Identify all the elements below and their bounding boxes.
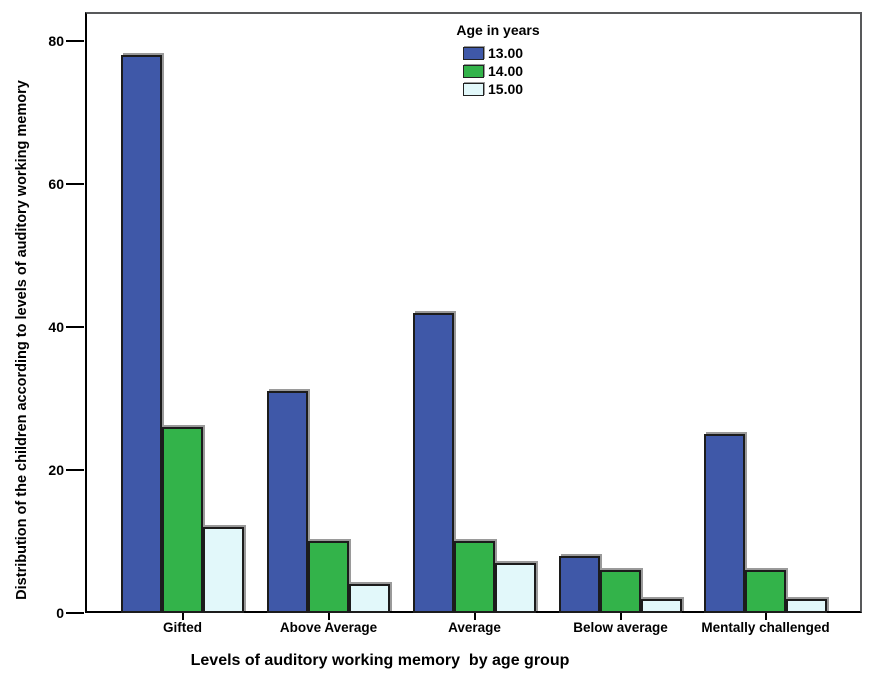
bar xyxy=(203,527,244,613)
category-label: Above Average xyxy=(279,620,378,635)
bar xyxy=(745,570,786,613)
y-tick xyxy=(66,325,84,328)
legend-row: 13.00 xyxy=(463,44,572,62)
bar xyxy=(559,555,600,613)
x-tick xyxy=(619,613,622,620)
y-tick xyxy=(66,39,84,42)
legend-rows: 13.00 14.00 15.00 xyxy=(442,44,572,98)
category-label: Mentally challenged xyxy=(701,620,830,635)
legend-swatch-13.00 xyxy=(463,46,484,60)
bar xyxy=(121,54,162,613)
y-tick xyxy=(66,612,84,614)
bar xyxy=(308,541,349,613)
legend-swatch-15.00 xyxy=(463,82,484,96)
y-axis-title: Distribution of the children according t… xyxy=(14,80,30,600)
bar xyxy=(267,391,308,613)
bar xyxy=(600,570,641,613)
x-tick xyxy=(473,613,476,620)
bar xyxy=(162,426,203,613)
x-tick xyxy=(327,613,330,620)
y-tick-label: 40 xyxy=(48,318,64,335)
x-tick xyxy=(181,613,184,620)
legend-row: 14.00 xyxy=(463,62,572,80)
bar xyxy=(413,312,454,613)
y-tick-label: 80 xyxy=(48,32,64,49)
x-axis-title: Levels of auditory working memory by age… xyxy=(190,652,570,669)
y-tick xyxy=(66,182,84,185)
y-tick-label: 60 xyxy=(48,175,64,192)
legend-label: 15.00 xyxy=(488,81,524,97)
legend: Age in years 13.00 14.00 15.00 xyxy=(442,22,572,98)
y-tick-label: 20 xyxy=(48,461,64,478)
category-label: Below average xyxy=(573,620,668,635)
legend-title: Age in years xyxy=(456,22,540,38)
bar xyxy=(454,541,495,613)
legend-swatch-14.00 xyxy=(463,64,484,78)
bar xyxy=(495,562,536,613)
legend-row: 15.00 xyxy=(463,80,572,98)
category-label: Gifted xyxy=(163,620,202,635)
legend-label: 14.00 xyxy=(488,63,524,79)
x-tick xyxy=(764,613,767,620)
bar xyxy=(786,598,827,613)
legend-label: 13.00 xyxy=(488,45,524,61)
bar xyxy=(349,584,390,613)
category-label: Average xyxy=(448,620,501,635)
y-tick-label: 0 xyxy=(56,605,64,621)
bar xyxy=(704,434,745,613)
y-tick xyxy=(66,468,84,471)
bar xyxy=(641,598,682,613)
